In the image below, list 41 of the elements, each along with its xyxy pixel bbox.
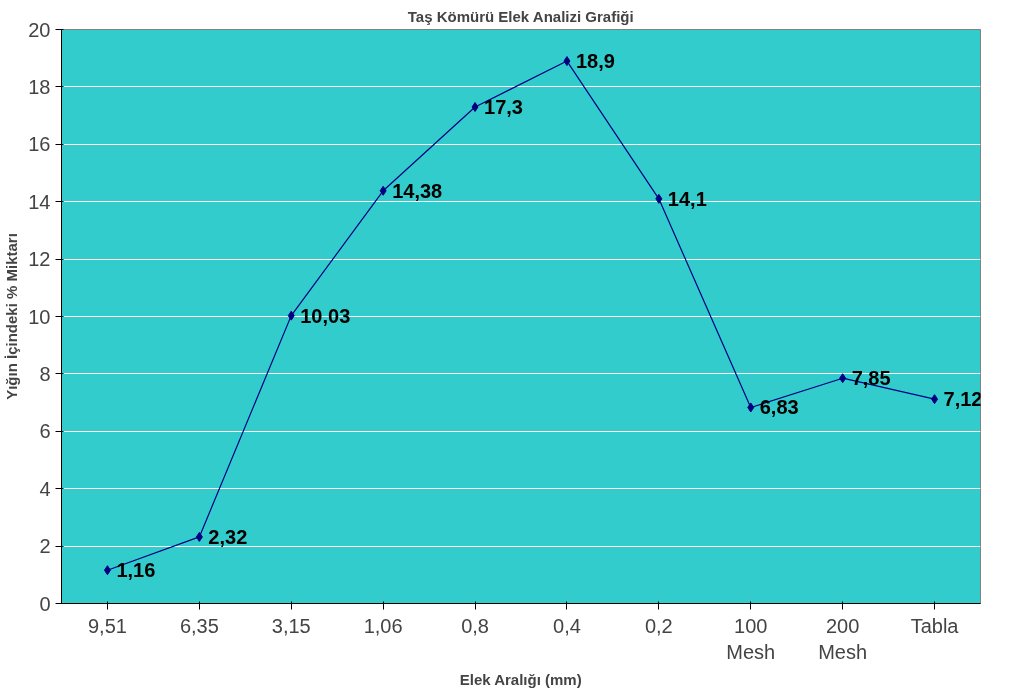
y-tick-label: 8 [39,362,51,385]
x-axis-title: Elek Aralığı (mm) [459,670,582,688]
chart-title: Taş Kömürü Elek Analizi Grafiği [407,7,634,25]
y-tick-label: 12 [28,248,51,271]
x-tick-label: 0,4 [553,614,581,637]
point [471,101,479,112]
x-tick-label: Tabla [910,614,960,637]
y-tick-label: 0 [39,592,51,615]
y-axis-title: Yığın İçindeki % Miktarı [3,233,21,400]
point [655,193,663,204]
x-tick-label: 100 Mesh [726,614,776,663]
y-tick-label: 16 [28,133,51,156]
point [839,373,847,384]
point [195,531,203,542]
y-tick-label: 6 [39,420,51,443]
x-tick-label: 3,15 [271,614,311,637]
point [103,565,111,576]
x-tick-label: 9,51 [87,614,127,637]
data-label: 1,16 [116,559,156,582]
data-label: 7,85 [851,367,891,390]
point [563,56,571,67]
data-label: 17,3 [484,95,523,118]
point [379,185,387,196]
x-tick-label: 6,35 [179,614,219,637]
x-tick-label: 0,8 [461,614,489,637]
data-label: 18,9 [575,50,615,73]
data-label: 6,83 [759,396,799,419]
y-tick-label: 4 [39,477,51,500]
x-tick-label: 1,06 [363,614,403,637]
point [931,394,939,405]
point [747,402,755,413]
x-tick-label: 0,2 [644,614,673,637]
y-tick-label: 14 [28,190,51,213]
data-label: 14,38 [392,179,443,202]
y-tick-label: 2 [39,535,51,558]
data-label: 2,32 [208,525,248,548]
point [287,310,295,321]
y-tick-label: 18 [28,75,51,98]
x-tick-label: 200 Mesh [818,614,868,663]
y-tick-label: 10 [28,305,51,328]
y-tick-label: 20 [28,18,51,41]
